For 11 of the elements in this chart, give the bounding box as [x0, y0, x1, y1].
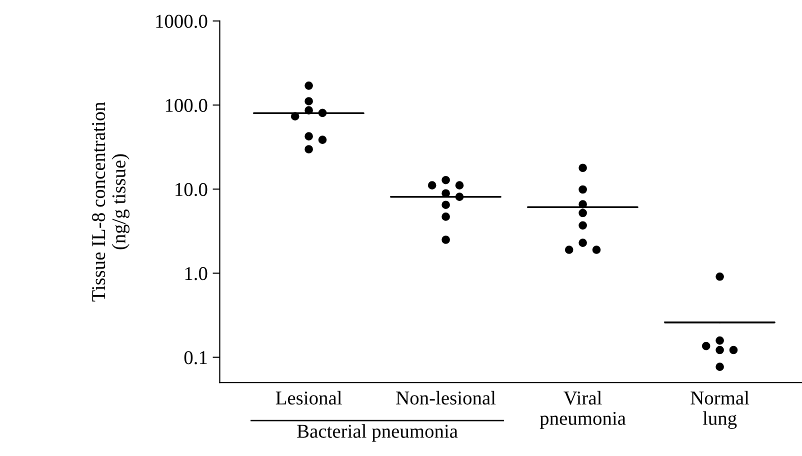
y-tick-label: 10.0 [176, 182, 208, 196]
y-tick-label: 100.0 [166, 98, 208, 112]
y-tick-label: 1000.0 [156, 14, 208, 28]
text: Bacterial pneumonia [297, 424, 458, 442]
x-tick-label: Viral pneumonia [540, 390, 626, 429]
y-axis-title: Tissue IL-8 concentration (ng/g tissue) [92, 102, 130, 302]
y-tick-label: 1.0 [185, 267, 208, 280]
y-tick-label: 0.1 [184, 351, 207, 364]
x-tick-label: Lesional [276, 390, 342, 405]
x-tick-label: Normal lung [690, 390, 750, 429]
x-tick-label: Non-lesional [396, 390, 496, 405]
